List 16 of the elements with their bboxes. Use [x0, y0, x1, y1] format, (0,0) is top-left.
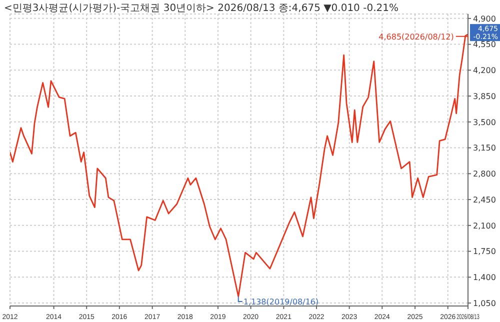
y-tick-label: 4,550 [473, 40, 496, 50]
y-tick-label: 2,800 [473, 170, 496, 179]
y-tick-label: 2,450 [473, 195, 496, 204]
y-tick-label: 2,100 [473, 221, 496, 230]
annotation: 4,685(2026/08/12) [378, 32, 454, 42]
y-tick-label: 1,050 [473, 298, 496, 308]
y-tick-label: 1,400 [473, 273, 496, 282]
y-tick-label: 1,750 [473, 247, 496, 256]
line-series [10, 34, 468, 298]
y-tick-label: 3,500 [473, 118, 496, 127]
y-tick-label: 4,900 [473, 14, 496, 24]
annotation: 1,138(2019/08/16) [243, 298, 319, 307]
y-tick-label: 4,200 [473, 66, 496, 76]
y-tick-label: 3,850 [473, 92, 496, 101]
y-tick-label: 3,150 [473, 144, 496, 153]
chart-title: <민평3사평균(시가평가)-국고채권 30년이하> 2026/08/13 종:4,675 ▼0.010 -0.21% [4, 2, 398, 15]
